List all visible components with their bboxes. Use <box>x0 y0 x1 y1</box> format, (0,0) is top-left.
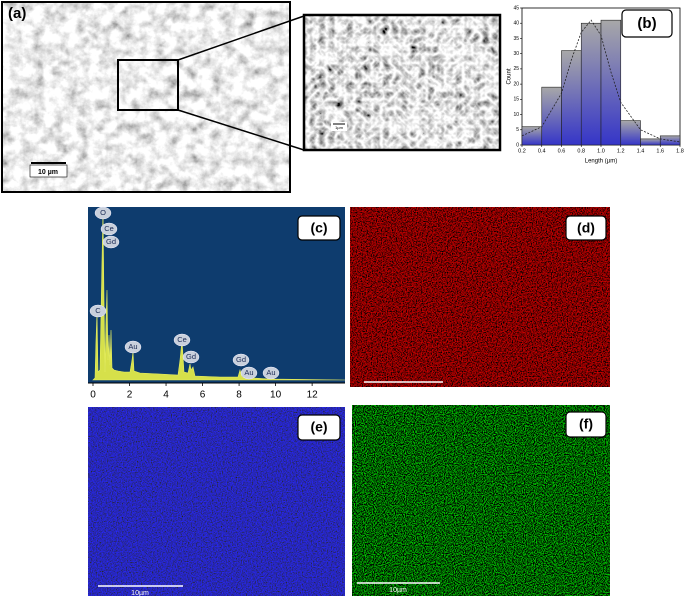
panel-b: 0 5 10 15 20 25 30 35 40 45 0.2 0.4 0.6 0.8 1.0 1.2 1.4 1… <box>507 5 684 164</box>
peak-badge <box>124 340 142 354</box>
bar <box>521 126 543 146</box>
x-tick-label: 0.4 <box>538 148 546 154</box>
panel-d: (d) 10µm <box>350 207 610 395</box>
zoom-line <box>177 15 305 61</box>
scale-label: 10µm <box>131 590 149 597</box>
label-box <box>565 411 607 438</box>
panel-label: (d) <box>577 220 595 236</box>
peak-badge <box>94 206 112 220</box>
peak-label: C <box>95 306 101 315</box>
panel-e: (e) 10µm <box>88 407 345 597</box>
label-box <box>565 215 607 241</box>
label-box <box>621 9 673 38</box>
zoom-line <box>177 109 305 151</box>
x-tick-label: 0.8 <box>577 148 585 154</box>
map-image <box>352 405 610 596</box>
y-tick-label: 20 <box>513 81 519 87</box>
panel-label: (e) <box>310 419 327 435</box>
panel-label: (a) <box>8 5 26 22</box>
scale-box <box>331 122 347 131</box>
frame <box>302 13 502 152</box>
bar <box>580 22 602 146</box>
peak-badge <box>89 304 107 318</box>
x-tick-label: 10 <box>270 390 282 401</box>
y-axis-title: Count <box>507 68 513 84</box>
x-tick-label: 1.2 <box>617 148 625 154</box>
y-tick-label: 15 <box>513 97 519 103</box>
peak-label: Gd <box>106 237 116 246</box>
label-box <box>297 215 341 241</box>
scale-label: 1µm <box>335 125 344 130</box>
bar <box>600 19 622 146</box>
peak-label: Ce <box>177 335 187 344</box>
y-tick-label: 40 <box>513 21 519 27</box>
panel-c: (c) 0 2 4 6 8 10 12 O Ce Gd C Au Ce Gd Gd Au Au <box>88 206 346 401</box>
y-tick-label: 25 <box>513 66 519 72</box>
peak-badge <box>232 353 250 367</box>
peak-label: Au <box>244 368 253 377</box>
x-tick-label: 12 <box>307 390 319 401</box>
bar <box>659 135 681 146</box>
fit-curve <box>521 19 681 143</box>
peak-label: Au <box>128 342 137 351</box>
sem-image <box>2 2 290 192</box>
x-tick-label: 6 <box>200 390 206 401</box>
x-tick-label: 2 <box>127 390 133 401</box>
peak-label: Gd <box>236 355 246 364</box>
bar <box>561 50 582 146</box>
x-tick-label: 8 <box>236 390 242 401</box>
y-tick-label: 35 <box>513 36 519 42</box>
x-tick-label: 4 <box>163 390 169 401</box>
panel-f: (f) 10µm <box>352 405 610 596</box>
x-tick-label: 1.8 <box>676 148 684 154</box>
peak-badge <box>102 235 120 249</box>
bar <box>640 138 661 146</box>
y-tick-label: 5 <box>516 127 519 133</box>
y-tick-label: 45 <box>513 5 519 11</box>
peak-badge <box>173 333 191 347</box>
bar <box>541 86 562 146</box>
panel-label: (b) <box>637 15 656 32</box>
y-tick-label: 10 <box>513 112 519 118</box>
scale-label: 10 µm <box>38 169 58 176</box>
peak-label: Au <box>266 368 275 377</box>
scale-label: 10µm <box>394 388 412 395</box>
frame <box>1 1 291 193</box>
peak-badge <box>100 222 118 236</box>
peak-label: Gd <box>186 352 196 361</box>
bar <box>620 120 641 146</box>
scale-box <box>29 164 68 178</box>
x-tick-label: 0 <box>90 390 96 401</box>
panel-label: (c) <box>310 220 327 236</box>
x-tick-label: 0.2 <box>518 148 526 154</box>
x-tick-label: 0.6 <box>558 148 566 154</box>
scale-label: 10µm <box>389 587 407 594</box>
x-tick-label: 1.6 <box>656 148 664 154</box>
x-axis-title: Length (µm) <box>585 159 617 165</box>
y-tick-label: 30 <box>513 51 519 57</box>
panel-a: (a) 10 µm 1µm <box>1 1 502 193</box>
peak-badge <box>182 350 200 364</box>
x-tick-label: 1.4 <box>637 148 645 154</box>
x-tick-label: 1.0 <box>597 148 605 154</box>
y-tick-label: 0 <box>516 142 519 148</box>
peak-label: O <box>100 208 106 217</box>
peak-label: Ce <box>104 224 114 233</box>
label-box <box>297 414 341 441</box>
zoom-box <box>117 59 179 111</box>
panel-label: (f) <box>579 416 593 432</box>
peak-badge <box>262 366 280 380</box>
peak-badge <box>240 366 258 380</box>
